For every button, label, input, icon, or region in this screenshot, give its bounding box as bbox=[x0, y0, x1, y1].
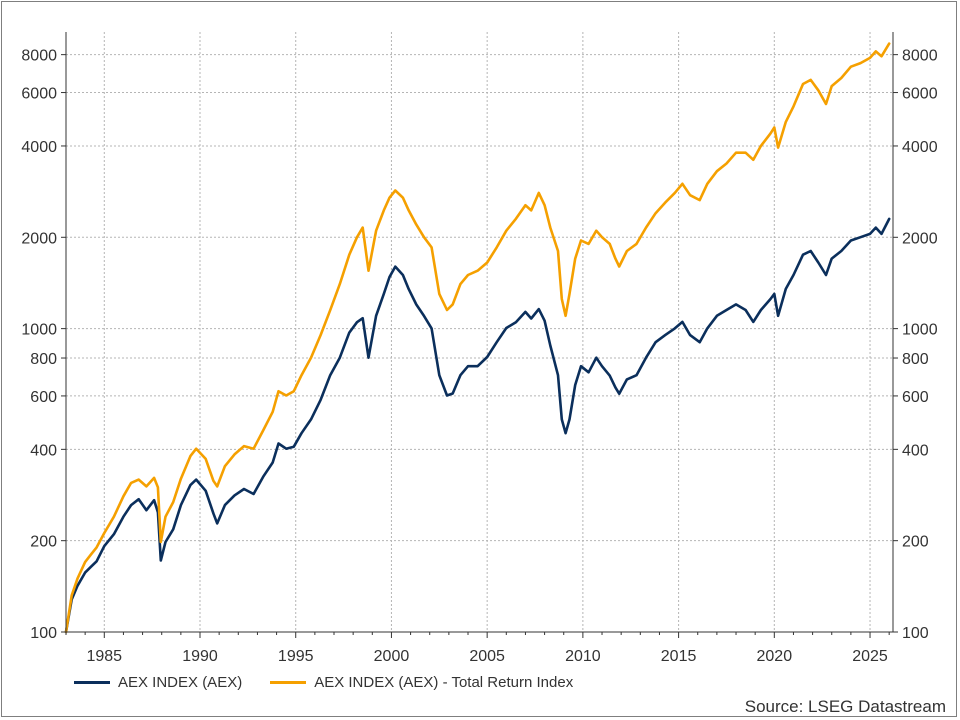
y-tick-label-right: 8000 bbox=[902, 48, 938, 65]
x-tick-label: 1990 bbox=[182, 648, 218, 665]
y-tick-label-left: 100 bbox=[30, 625, 57, 642]
legend-label-aex: AEX INDEX (AEX) bbox=[118, 673, 243, 691]
x-tick-label: 2005 bbox=[469, 648, 505, 665]
x-tick-label: 1995 bbox=[278, 648, 314, 665]
x-tick-label: 1985 bbox=[86, 648, 122, 665]
x-tick-label: 2000 bbox=[374, 648, 410, 665]
grid bbox=[66, 32, 893, 633]
y-tick-label-right: 2000 bbox=[902, 230, 938, 247]
y-tick-label-left: 4000 bbox=[21, 139, 57, 156]
y-tick-label-right: 100 bbox=[902, 625, 929, 642]
x-tick-label: 2020 bbox=[757, 648, 793, 665]
y-tick-label-right: 600 bbox=[902, 389, 929, 406]
legend-item-aex-total-return: AEX INDEX (AEX) - Total Return Index bbox=[270, 674, 573, 691]
y-tick-label-left: 600 bbox=[30, 389, 57, 406]
y-tick-label-left: 6000 bbox=[21, 86, 57, 103]
y-tick-label-right: 1000 bbox=[902, 322, 938, 339]
y-tick-label-left: 200 bbox=[30, 534, 57, 551]
series-line-aex bbox=[64, 217, 891, 634]
y-tick-label-left: 8000 bbox=[21, 48, 57, 65]
series-layer bbox=[64, 42, 891, 634]
tick-labels: 1985 1990 1995 2000 2005 2010 2015 2020 2025 100 1… bbox=[21, 48, 937, 665]
axes bbox=[61, 32, 898, 638]
x-tick-label: 2025 bbox=[852, 648, 888, 665]
y-tick-label-right: 400 bbox=[902, 442, 929, 459]
y-tick-label-right: 6000 bbox=[902, 86, 938, 103]
x-tick-label: 2015 bbox=[661, 648, 697, 665]
y-tick-label-right: 4000 bbox=[902, 139, 938, 156]
y-tick-label-right: 800 bbox=[902, 351, 929, 368]
legend: AEX INDEX (AEX) AEX INDEX (AEX) - Total … bbox=[74, 672, 601, 692]
legend-swatch-aex-total-return bbox=[270, 680, 307, 684]
legend-swatch-aex bbox=[74, 680, 110, 684]
y-tick-label-left: 2000 bbox=[21, 230, 57, 247]
legend-item-aex: AEX INDEX (AEX) bbox=[74, 674, 242, 691]
series-line-aex-total-return bbox=[64, 42, 891, 634]
y-tick-label-left: 1000 bbox=[21, 322, 57, 339]
x-tick-label: 2010 bbox=[565, 648, 601, 665]
y-tick-label-right: 200 bbox=[902, 534, 929, 551]
y-tick-label-left: 800 bbox=[30, 351, 57, 368]
legend-label-aex-total-return: AEX INDEX (AEX) - Total Return Index bbox=[314, 673, 574, 691]
y-tick-label-left: 400 bbox=[30, 442, 57, 459]
source-note: Source: LSEG Datastream bbox=[744, 697, 946, 716]
